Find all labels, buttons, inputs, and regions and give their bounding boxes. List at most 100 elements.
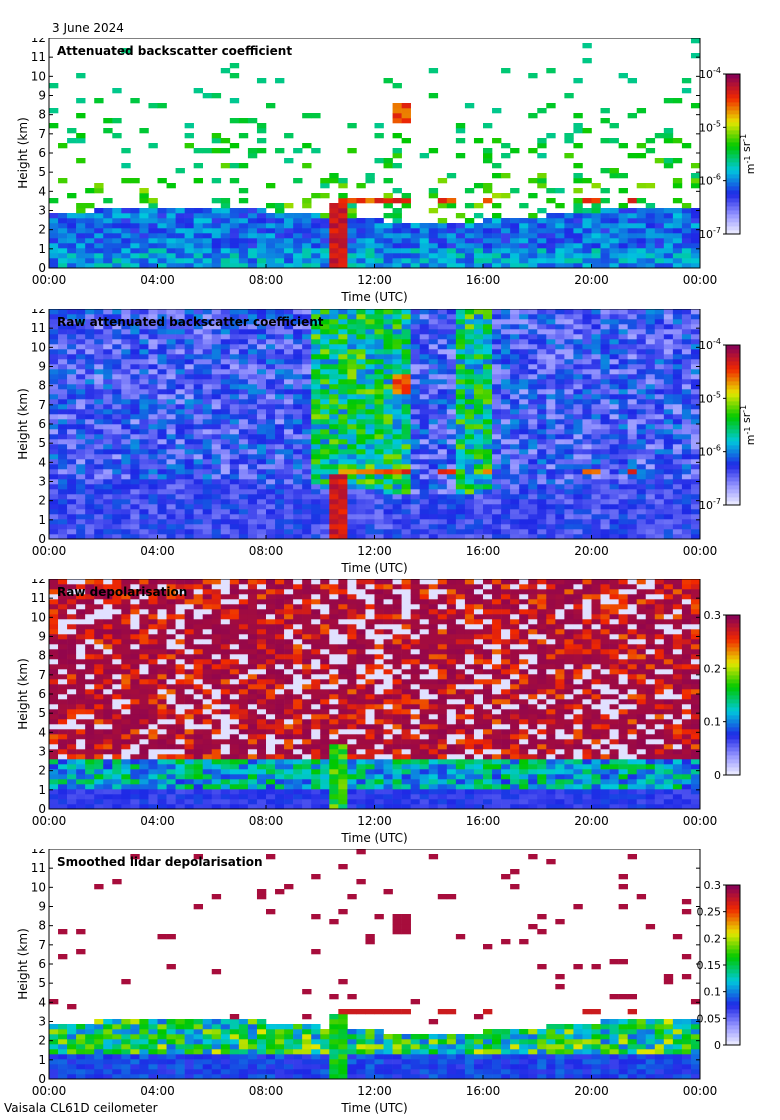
heatmap-cell [473,349,484,355]
heatmap-cell [609,494,619,500]
heatmap-cell [247,248,258,254]
heatmap-cell [537,153,547,159]
heatmap-cell [609,519,619,525]
heatmap-cell [148,389,158,395]
heatmap-cell [148,324,158,330]
heatmap-cell [311,449,321,455]
heatmap-cell [211,459,222,465]
heatmap-cell [681,514,692,520]
heatmap-cell [130,529,140,535]
heatmap-cell [374,469,384,475]
heatmap-cell [401,514,411,520]
heatmap-cell [94,464,104,470]
heatmap-cell [356,233,366,239]
heatmap-cell [184,263,194,269]
heatmap-cell [293,263,303,269]
heatmap-cell [663,228,674,234]
heatmap-cell [501,364,511,370]
heatmap-cell [338,474,348,480]
heatmap-cell [67,354,77,360]
heatmap-cell [546,364,556,370]
heatmap-cell [85,499,95,505]
heatmap-cell [256,314,267,320]
y-tick-label: 0 [38,532,46,546]
x-tick-label: 20:00 [574,544,609,558]
heatmap-cell [284,494,294,500]
heatmap-cell [492,309,502,315]
heatmap-cell [663,534,674,540]
heatmap-cell [374,394,384,400]
x-axis-label: Time (UTC) [340,561,407,575]
x-tick-label: 12:00 [357,544,392,558]
heatmap-cell [67,218,77,224]
heatmap-cell [94,384,104,390]
heatmap-cell [627,354,638,360]
heatmap-cell [229,359,240,365]
heatmap-cell [546,329,556,335]
heatmap-cell [663,253,674,259]
heatmap-cell [284,434,294,440]
heatmap-cell [510,228,520,234]
heatmap-cell [175,419,185,425]
heatmap-cell [383,439,393,445]
heatmap-cell [681,414,692,420]
heatmap-cell [681,459,692,465]
heatmap-cell [329,344,339,350]
heatmap-cell [519,258,529,264]
heatmap-cell [103,609,113,615]
heatmap-cell [49,659,59,665]
heatmap-cell [501,514,511,520]
heatmap-cell [410,253,421,259]
heatmap-cell [365,198,375,204]
heatmap-cell [256,469,267,475]
heatmap-cell [338,203,348,209]
heatmap-cell [256,319,267,325]
heatmap-cell [627,208,638,214]
heatmap-cell [238,449,249,455]
heatmap-cell [473,233,484,239]
heatmap-cell [275,419,285,425]
heatmap-cell [238,474,249,480]
heatmap-cell [645,484,656,490]
heatmap-cell [519,464,529,470]
heatmap-cell [338,248,348,254]
heatmap-cell [238,334,249,340]
heatmap-cell [600,429,610,435]
heatmap-cell [455,309,466,315]
heatmap-cell [573,238,583,244]
heatmap-cell [220,218,231,224]
heatmap-cell [58,764,68,770]
heatmap-cell [492,253,502,259]
heatmap-cell [501,359,511,365]
heatmap-cell [347,469,357,475]
heatmap-cell [365,474,375,480]
heatmap-cell [67,794,77,800]
heatmap-cell [256,454,267,460]
heatmap-cell [275,238,285,244]
y-tick-label: 12 [31,38,46,45]
heatmap-cell [130,394,140,400]
heatmap-cell [537,258,547,264]
heatmap-cell [446,243,457,249]
heatmap-cell [256,519,267,525]
heatmap-cell [229,243,240,249]
heatmap-cell [49,309,59,315]
heatmap-cell [672,324,683,330]
heatmap-cell [392,263,402,269]
heatmap-cell [663,409,674,415]
heatmap-cell [157,499,167,505]
heatmap-cell [627,434,638,440]
heatmap-cell [564,133,574,139]
heatmap-cell [528,364,538,370]
y-tick-label: 9 [38,360,46,374]
heatmap-cell [446,534,457,540]
heatmap-cell [247,218,258,224]
heatmap-cell [519,384,529,390]
heatmap-cell [672,399,683,405]
heatmap-cell [501,223,511,229]
heatmap-cell [275,319,285,325]
heatmap-cell [247,399,258,405]
heatmap-cell [311,529,321,535]
heatmap-cell [293,429,303,435]
heatmap-cell [311,218,321,224]
